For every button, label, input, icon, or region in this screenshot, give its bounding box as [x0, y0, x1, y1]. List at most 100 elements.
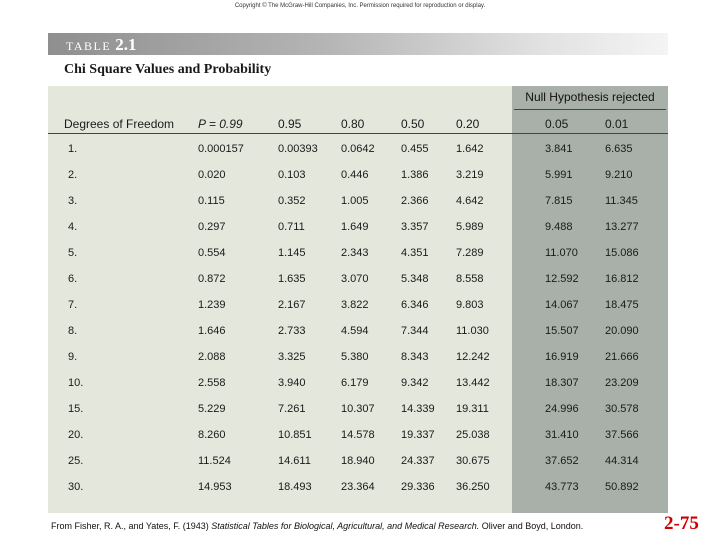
chi-value-cell: 16.812 [605, 273, 639, 285]
chi-value-cell: 15.507 [545, 325, 579, 337]
chi-value-cell: 8.343 [401, 351, 429, 363]
df-cell: 15. [68, 403, 84, 415]
chi-value-cell: 20.090 [605, 325, 639, 337]
chi-value-cell: 1.239 [198, 299, 226, 311]
chi-value-cell: 4.642 [456, 195, 484, 207]
chi-value-cell: 16.919 [545, 351, 579, 363]
chi-value-cell: 5.229 [198, 403, 226, 415]
chi-value-cell: 3.841 [545, 143, 573, 155]
chi-value-cell: 0.000157 [198, 143, 244, 155]
chi-value-cell: 36.250 [456, 481, 490, 493]
chi-value-cell: 14.611 [278, 455, 311, 467]
source-citation: From Fisher, R. A., and Yates, F. (1943)… [51, 521, 583, 531]
chi-value-cell: 1.649 [341, 221, 369, 233]
null-hypothesis-header: Null Hypothesis rejected [525, 90, 655, 104]
table-label: TABLE 2.1 [66, 35, 136, 55]
chi-value-cell: 5.380 [341, 351, 369, 363]
chi-value-cell: 8.558 [456, 273, 484, 285]
chi-value-cell: 0.554 [198, 247, 226, 259]
chi-value-cell: 50.892 [605, 481, 639, 493]
chi-value-cell: 9.488 [545, 221, 573, 233]
chi-value-cell: 3.357 [401, 221, 429, 233]
chi-value-cell: 23.364 [341, 481, 375, 493]
chi-value-cell: 12.242 [456, 351, 490, 363]
table-label-number: 2.1 [115, 35, 137, 54]
chi-value-cell: 6.179 [341, 377, 369, 389]
column-header: Degrees of Freedom [64, 117, 175, 131]
column-header: 0.95 [278, 117, 302, 131]
chi-value-cell: 0.0642 [341, 143, 375, 155]
copyright-notice: Copyright © The McGraw-Hill Companies, I… [234, 3, 486, 9]
chi-value-cell: 19.311 [456, 403, 489, 415]
chi-value-cell: 1.635 [278, 273, 306, 285]
chi-value-cell: 23.209 [605, 377, 639, 389]
df-cell: 4. [68, 221, 78, 233]
column-header: 0.50 [401, 117, 425, 131]
chi-value-cell: 2.733 [278, 325, 306, 337]
chi-value-cell: 14.578 [341, 429, 375, 441]
table-title: Chi Square Values and Probability [64, 62, 272, 77]
chi-value-cell: 1.005 [341, 195, 369, 207]
table-header-bar [48, 33, 668, 55]
chi-value-cell: 43.773 [545, 481, 579, 493]
chi-value-cell: 9.342 [401, 377, 429, 389]
chi-value-cell: 14.067 [545, 299, 579, 311]
chi-value-cell: 11.070 [545, 247, 578, 259]
chi-value-cell: 0.020 [198, 169, 226, 181]
chi-value-cell: 12.592 [545, 273, 579, 285]
chi-value-cell: 18.493 [278, 481, 312, 493]
chi-value-cell: 13.442 [456, 377, 490, 389]
chi-value-cell: 2.088 [198, 351, 226, 363]
chi-value-cell: 14.953 [198, 481, 232, 493]
chi-value-cell: 1.386 [401, 169, 429, 181]
df-cell: 2. [68, 169, 78, 181]
header-rule [48, 133, 668, 134]
chi-value-cell: 10.307 [341, 403, 375, 415]
chi-value-cell: 24.996 [545, 403, 579, 415]
chi-value-cell: 9.210 [605, 169, 633, 181]
slide-number: 2-75 [664, 513, 699, 534]
chi-value-cell: 44.314 [605, 455, 639, 467]
chi-value-cell: 0.872 [198, 273, 226, 285]
column-header: 0.05 [545, 117, 569, 131]
chi-value-cell: 1.642 [456, 143, 484, 155]
chi-value-cell: 31.410 [545, 429, 579, 441]
chi-value-cell: 11.524 [198, 455, 231, 467]
chi-value-cell: 13.277 [605, 221, 639, 233]
df-cell: 25. [68, 455, 84, 467]
null-hypothesis-rule [514, 109, 666, 110]
chi-value-cell: 0.446 [341, 169, 369, 181]
chi-value-cell: 30.675 [456, 455, 490, 467]
chi-value-cell: 10.851 [278, 429, 312, 441]
column-header: 0.01 [605, 117, 629, 131]
chi-value-cell: 6.635 [605, 143, 633, 155]
chi-value-cell: 7.261 [278, 403, 306, 415]
chi-value-cell: 3.940 [278, 377, 306, 389]
chi-value-cell: 4.351 [401, 247, 429, 259]
chi-value-cell: 6.346 [401, 299, 429, 311]
chi-value-cell: 30.578 [605, 403, 639, 415]
chi-value-cell: 25.038 [456, 429, 490, 441]
chi-value-cell: 18.307 [545, 377, 579, 389]
df-cell: 7. [68, 299, 78, 311]
chi-value-cell: 11.345 [605, 195, 638, 207]
chi-value-cell: 29.336 [401, 481, 435, 493]
chi-value-cell: 37.652 [545, 455, 579, 467]
df-cell: 30. [68, 481, 84, 493]
chi-value-cell: 5.991 [545, 169, 573, 181]
chi-value-cell: 21.666 [605, 351, 639, 363]
chi-value-cell: 15.086 [605, 247, 639, 259]
df-cell: 3. [68, 195, 78, 207]
chi-value-cell: 0.352 [278, 195, 306, 207]
df-cell: 6. [68, 273, 78, 285]
chi-value-cell: 2.343 [341, 247, 369, 259]
chi-value-cell: 1.646 [198, 325, 226, 337]
citation-publisher: Oliver and Boyd, London. [479, 521, 584, 531]
df-cell: 9. [68, 351, 78, 363]
chi-value-cell: 0.297 [198, 221, 226, 233]
column-header: 0.20 [456, 117, 480, 131]
column-header: 0.80 [341, 117, 365, 131]
chi-value-cell: 3.325 [278, 351, 306, 363]
chi-value-cell: 0.00393 [278, 143, 318, 155]
rejected-region [512, 86, 668, 513]
